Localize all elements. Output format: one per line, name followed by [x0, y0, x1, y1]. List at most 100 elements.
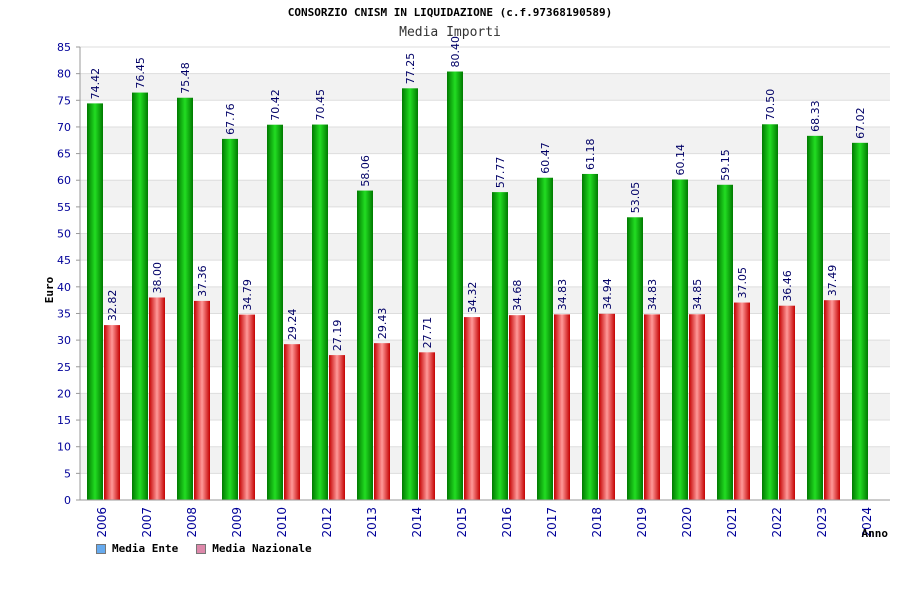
bar-media-ente	[672, 179, 688, 500]
bar-media-ente	[402, 88, 418, 500]
data-label: 38.00	[151, 262, 164, 294]
value-labels: 74.42 32.82 76.45 38.00 75.48 37.36 67.76 34.79…	[89, 36, 867, 351]
legend-item-nazionale: Media Nazionale	[196, 542, 312, 555]
y-tick-label: 65	[57, 148, 71, 161]
bar-media-nazionale	[554, 314, 570, 500]
chart-title: CONSORZIO CNISM IN LIQUIDAZIONE (c.f.973…	[287, 6, 613, 19]
data-label: 37.05	[736, 267, 749, 299]
data-label: 32.82	[106, 290, 119, 322]
data-label: 29.43	[376, 308, 389, 340]
data-label: 77.25	[404, 53, 417, 85]
grid-band	[80, 233, 890, 261]
bar-media-nazionale	[194, 300, 210, 500]
data-label: 59.15	[719, 149, 732, 181]
data-label: 61.18	[584, 138, 597, 170]
data-label: 58.06	[359, 155, 372, 187]
x-tick-label: 2010	[275, 507, 289, 538]
bar-media-ente	[627, 217, 643, 500]
y-axis-label: Euro	[43, 276, 56, 303]
grid-band	[80, 73, 890, 101]
x-tick-label: 2022	[770, 507, 784, 538]
data-label: 34.83	[646, 279, 659, 311]
x-tick-label: 2007	[140, 507, 154, 538]
data-label: 53.05	[629, 182, 642, 214]
grid-band	[80, 473, 890, 500]
data-label: 70.50	[764, 89, 777, 121]
bar-media-ente	[447, 71, 463, 501]
bar-media-ente	[807, 135, 823, 500]
grid-band	[80, 126, 890, 154]
bar-media-nazionale	[689, 314, 705, 500]
x-tick-label: 2008	[185, 507, 199, 538]
grid-band	[80, 446, 890, 474]
bar-media-nazionale	[149, 297, 165, 500]
grid-band	[80, 100, 890, 127]
grid-band	[80, 366, 890, 394]
bar-media-ente	[267, 124, 283, 500]
grid-bands	[80, 46, 890, 501]
bar-media-nazionale	[329, 355, 345, 500]
data-label: 76.45	[134, 57, 147, 89]
bar-media-ente	[762, 124, 778, 500]
data-label: 75.48	[179, 62, 192, 94]
bar-media-nazionale	[374, 343, 390, 500]
data-label: 74.42	[89, 68, 102, 100]
grid-band	[80, 47, 890, 74]
legend-label-ente: Media Ente	[112, 542, 179, 555]
bar-media-ente	[87, 103, 103, 500]
bar-media-nazionale	[509, 315, 525, 500]
data-label: 34.32	[466, 282, 479, 314]
data-label: 60.14	[674, 144, 687, 176]
grid-band	[80, 340, 890, 367]
y-tick-label: 35	[57, 307, 71, 320]
grid-band	[80, 206, 890, 234]
bar-media-ente	[222, 138, 238, 500]
bar-media-ente	[177, 97, 193, 501]
y-tick-label: 10	[57, 441, 71, 454]
grid-band	[80, 260, 890, 287]
y-tick-label: 15	[57, 414, 71, 427]
bar-media-ente	[852, 142, 868, 501]
y-tick-label: 80	[57, 68, 71, 81]
y-tick-label: 50	[57, 228, 71, 241]
data-label: 67.02	[854, 107, 867, 139]
legend: Media Ente Media Nazionale	[96, 542, 312, 555]
y-tick-label: 60	[57, 174, 71, 187]
x-tick-label: 2009	[230, 507, 244, 538]
data-label: 36.46	[781, 270, 794, 302]
axes: 0 5 10 15 20 25 30 35 40 45 50 55 60 65 70 75 80 85 2006 20…	[57, 41, 890, 538]
x-tick-label: 2019	[635, 507, 649, 538]
x-tick-label: 2006	[95, 507, 109, 538]
x-tick-label: 2015	[455, 507, 469, 538]
bar-media-nazionale	[599, 313, 615, 500]
x-tick-label: 2021	[725, 507, 739, 538]
y-tick-label: 45	[57, 254, 71, 267]
bar-media-ente	[537, 177, 553, 500]
bar-media-ente	[132, 92, 148, 500]
y-tick-label: 85	[57, 41, 71, 54]
bar-media-nazionale	[284, 344, 300, 500]
data-label: 27.19	[331, 320, 344, 352]
bar-media-nazionale	[239, 314, 255, 500]
bar-media-nazionale	[644, 314, 660, 500]
y-tick-label: 55	[57, 201, 71, 214]
x-tick-label: 2013	[365, 507, 379, 538]
data-label: 70.42	[269, 89, 282, 121]
x-tick-label: 2014	[410, 507, 424, 538]
x-tick-label: 2012	[320, 507, 334, 538]
bar-media-nazionale	[734, 302, 750, 500]
data-label: 80.40	[449, 36, 462, 68]
data-label: 34.85	[691, 279, 704, 311]
bar-media-nazionale	[464, 317, 480, 500]
grid-band	[80, 313, 890, 341]
data-label: 70.45	[314, 89, 327, 121]
bar-media-ente	[357, 190, 373, 501]
x-tick-label: 2023	[815, 507, 829, 538]
data-label: 67.76	[224, 103, 237, 135]
x-tick-label: 2020	[680, 507, 694, 538]
y-tick-label: 0	[64, 494, 71, 507]
x-tick-label: 2024	[860, 507, 874, 538]
y-tick-label: 5	[64, 467, 71, 480]
y-tick-label: 75	[57, 94, 71, 107]
